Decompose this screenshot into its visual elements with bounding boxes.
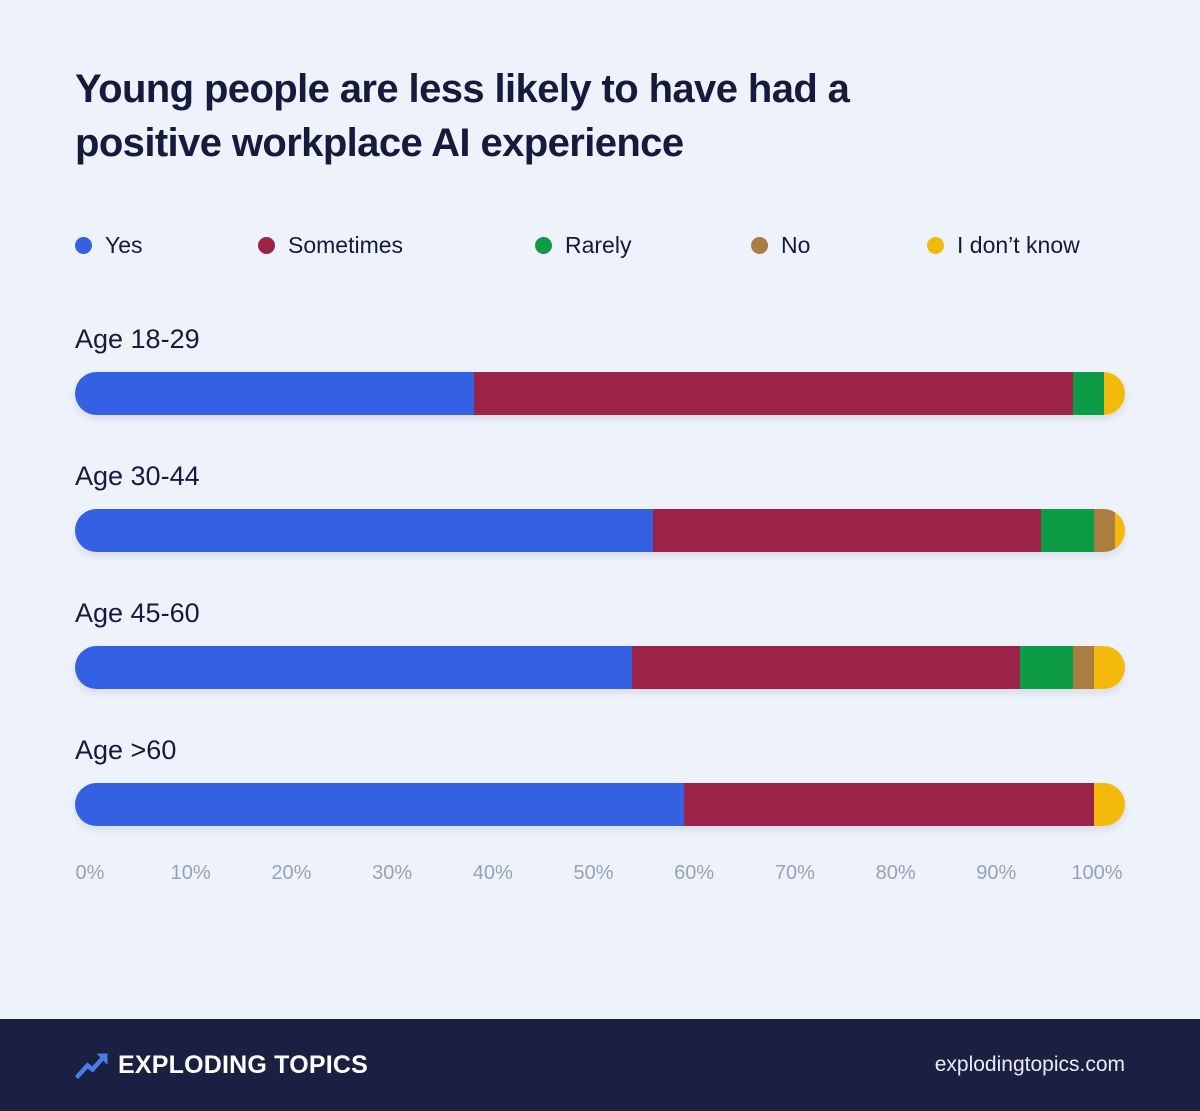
x-axis-tick-50: 50%	[573, 862, 614, 884]
bar-segment-age-30-44-no	[1093, 509, 1115, 552]
bar-segment-age-30-44-yes	[75, 509, 653, 552]
chart-title: Young people are less likely to have had…	[75, 62, 1125, 170]
bar-row-age-45-60: Age 45-60	[75, 596, 1125, 689]
bar-row-age-30-44: Age 30-44	[75, 459, 1125, 552]
bar-segment-age-18-29-yes	[75, 372, 474, 415]
bar-row-label-age-45-60: Age 45-60	[75, 598, 200, 628]
legend-label-rarely: Rarely	[565, 231, 632, 258]
legend-item-no: No	[751, 230, 810, 260]
legend-label-yes: Yes	[105, 231, 143, 258]
legend-dot-yes	[75, 236, 92, 254]
chart-card: Young people are less likely to have had…	[0, 62, 1200, 888]
stacked-bar-age-18-29	[75, 372, 1125, 415]
x-axis-tick-70: 70%	[774, 862, 815, 884]
bar-segment-age-18-29-sometimes	[474, 372, 1073, 415]
bar-row-label-age-60: Age >60	[75, 735, 177, 765]
stacked-bar-age-60	[75, 783, 1125, 826]
bar-row-label-age-30-44: Age 30-44	[75, 461, 200, 491]
legend-item-yes: Yes	[75, 230, 143, 260]
legend-dot-no	[751, 236, 768, 254]
x-axis-tick-90: 90%	[976, 862, 1017, 884]
brand: EXPLODING TOPICS	[75, 1050, 368, 1080]
bar-chart: Age 18-29 Age 30-44 Age 45-60 Age >60	[75, 322, 1125, 826]
bar-segment-age-60-yes	[75, 783, 684, 826]
legend: Yes Sometimes Rarely No I don’t know	[75, 230, 1125, 260]
bar-segment-age-45-60-no	[1072, 646, 1094, 689]
x-axis-tick-40: 40%	[472, 862, 513, 884]
footer: EXPLODING TOPICS explodingtopics.com	[0, 1019, 1200, 1111]
bar-segment-age-45-60-yes	[75, 646, 632, 689]
bar-segment-age-45-60-rarely	[1020, 646, 1073, 689]
x-axis-tick-100: 100%	[1071, 862, 1123, 884]
x-axis-tick-10: 10%	[170, 862, 211, 884]
chart-title-line-1: Young people are less likely to have had…	[75, 67, 850, 111]
footer-url: explodingtopics.com	[934, 1053, 1125, 1076]
bar-segment-age-30-44-i-don-t-know	[1114, 509, 1125, 552]
bar-segment-age-45-60-sometimes	[631, 646, 1020, 689]
x-axis: 0% 10% 20% 30% 40% 50% 60% 70% 80% 90% 100%	[75, 862, 1125, 888]
bar-segment-age-30-44-rarely	[1041, 509, 1094, 552]
bar-segment-age-18-29-rarely	[1072, 372, 1104, 415]
chart-title-line-2: positive workplace AI experience	[75, 121, 684, 165]
x-axis-tick-0: 0%	[75, 862, 105, 884]
bar-row-age-60: Age >60	[75, 733, 1125, 826]
legend-label-sometimes: Sometimes	[288, 231, 404, 258]
bar-row-label-age-18-29: Age 18-29	[75, 324, 200, 354]
legend-item-sometimes: Sometimes	[258, 230, 403, 260]
x-axis-tick-60: 60%	[674, 862, 715, 884]
bar-segment-age-60-i-don-t-know	[1093, 783, 1125, 826]
bar-segment-age-18-29-i-don-t-know	[1104, 372, 1125, 415]
bar-row-age-18-29: Age 18-29	[75, 322, 1125, 415]
legend-item-rarely: Rarely	[535, 230, 631, 260]
x-axis-tick-30: 30%	[372, 862, 413, 884]
brand-name: EXPLODING TOPICS	[118, 1050, 369, 1079]
bar-segment-age-30-44-sometimes	[652, 509, 1041, 552]
legend-label-no: No	[781, 231, 811, 258]
legend-dot-rarely	[535, 236, 552, 254]
x-axis-tick-20: 20%	[271, 862, 312, 884]
legend-dot-i-don-t-know	[927, 236, 944, 254]
legend-dot-sometimes	[258, 236, 275, 254]
bar-segment-age-45-60-i-don-t-know	[1093, 646, 1125, 689]
legend-label-i-don-t-know: I don’t know	[957, 231, 1080, 258]
stacked-bar-age-45-60	[75, 646, 1125, 689]
stacked-bar-age-30-44	[75, 509, 1125, 552]
bar-segment-age-60-sometimes	[684, 783, 1094, 826]
x-axis-tick-80: 80%	[875, 862, 916, 884]
legend-item-i-don-t-know: I don’t know	[927, 230, 1080, 260]
trending-up-arrow-icon	[75, 1053, 108, 1080]
